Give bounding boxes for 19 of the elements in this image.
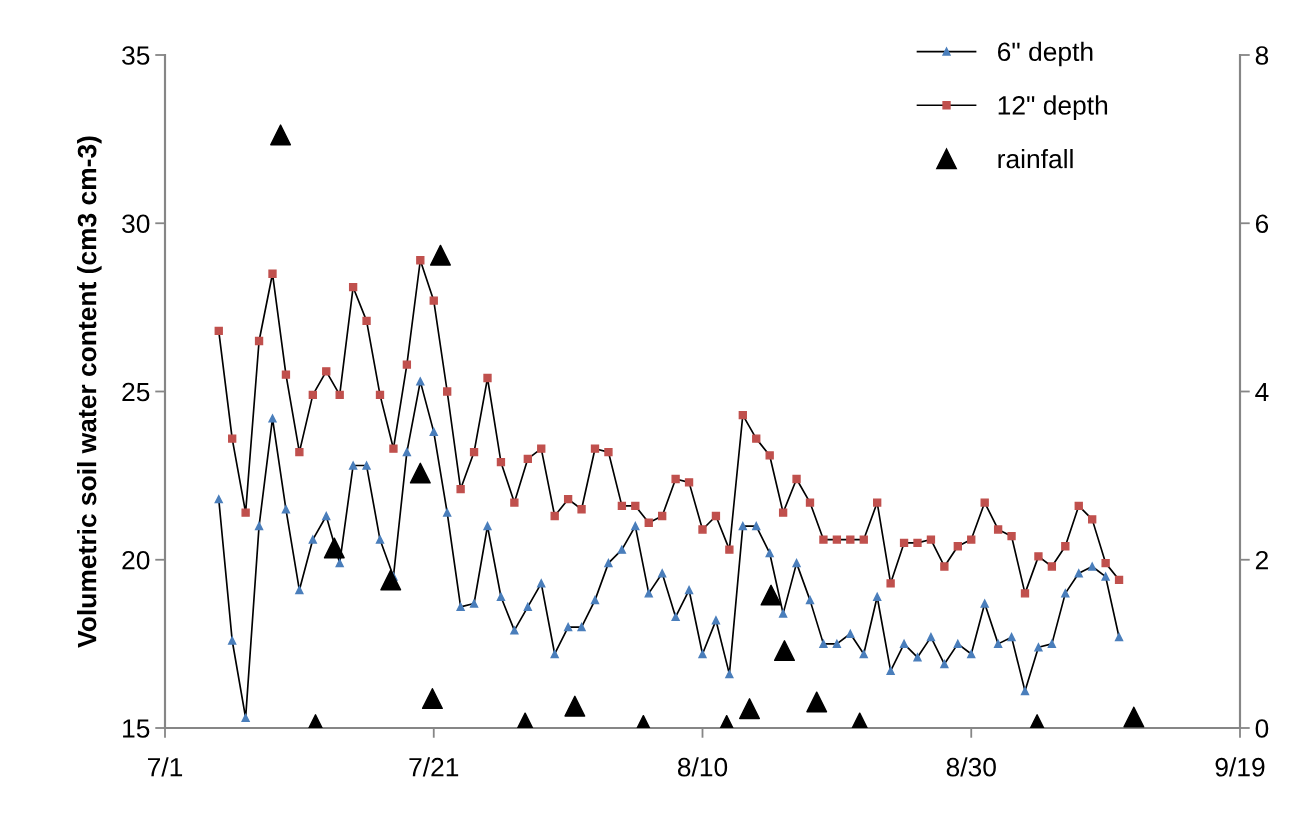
y-tick-label: 35 (122, 46, 150, 65)
y2-tick-label: 0 (1255, 719, 1269, 738)
y2-tick-label: 2 (1255, 550, 1268, 570)
y2-tick-label: 4 (1255, 382, 1269, 402)
x-tick-label: 7/21 (409, 757, 459, 777)
y-tick-label: 25 (122, 382, 150, 402)
x-tick-label: 8/10 (677, 757, 728, 777)
y-tick-label: 20 (122, 550, 150, 570)
y-tick-label: 15 (123, 719, 150, 738)
legend-label: rainfall (998, 148, 1073, 169)
legend-label: 12" depth (998, 95, 1108, 120)
y2-tick-label: 6 (1255, 214, 1269, 234)
legend-label: 6" depth (998, 41, 1093, 67)
y2-tick-label: 8 (1255, 46, 1269, 65)
y-tick-label: 30 (122, 214, 150, 234)
x-tick-label: 9/19 (1215, 757, 1265, 777)
x-tick-label: 7/1 (148, 757, 183, 777)
y-axis-title: Volumetric soil water content (cm3 cm-3) (77, 136, 102, 648)
x-tick-label: 8/30 (946, 757, 996, 777)
